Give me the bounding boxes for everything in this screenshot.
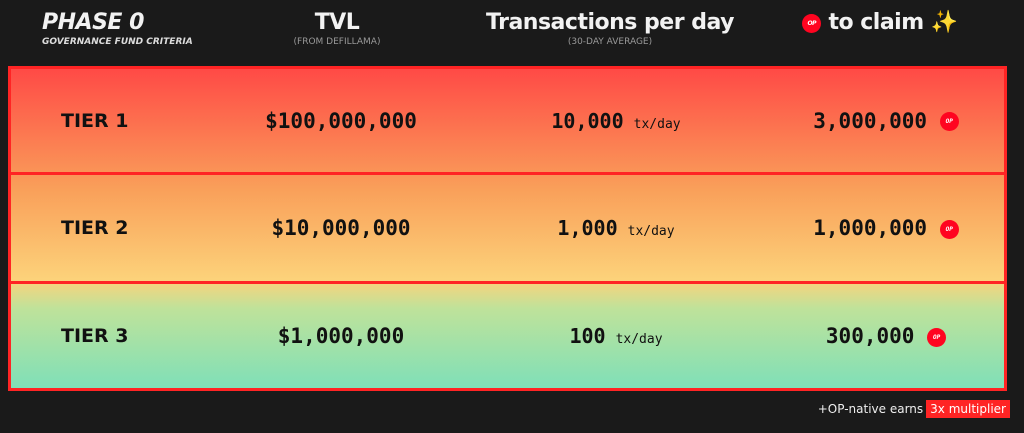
sparkles-icon: ✨ [930,10,958,35]
phase-header: PHASE 0 GOVERNANCE FUND CRITERIA [42,10,193,47]
tx-value: 100 tx/day [569,324,663,348]
tx-subtitle: (30-DAY AVERAGE) [567,37,653,47]
tx-value: 1,000 tx/day [557,216,675,240]
phase-subtitle: GOVERNANCE FUND CRITERIA [42,37,193,47]
footer-text: +OP-native earns [817,402,924,416]
tvl-value: $100,000,000 [265,108,417,133]
table-row: TIER 1 $100,000,000 10,000 tx/day 3,000,0… [11,69,1004,172]
claim-title: to claim [828,10,924,35]
tvl-value: $1,000,000 [277,324,405,348]
table-row: TIER 3 $1,000,000 100 tx/day 300,000 OP [11,284,1004,388]
row-divider [11,281,1004,284]
table-row: TIER 2 $10,000,000 1,000 tx/day 1,000,000… [11,175,1004,281]
tvl-subtitle: (FROM DEFILLAMA) [293,37,381,47]
tier-label: TIER 2 [61,217,129,239]
row-divider [11,172,1004,175]
op-token-icon: OP [802,13,822,33]
tvl-value: $10,000,000 [271,216,411,240]
tvl-title: TVL [314,10,360,35]
claim-value: 3,000,000 OP [756,109,1016,133]
claim-header: OP to claim ✨ [780,10,980,35]
footer-note: +OP-native earns 3x multiplier [817,400,1010,418]
op-token-icon: OP [939,219,959,239]
tier-table: TIER 1 $100,000,000 10,000 tx/day 3,000,0… [8,66,1007,391]
tx-header: Transactions per day (30-DAY AVERAGE) [460,10,760,47]
claim-value: 1,000,000 OP [756,216,1016,240]
tier-label: TIER 3 [61,325,129,347]
tx-title: Transactions per day [486,10,734,35]
claim-value: 300,000 OP [756,324,1016,348]
op-token-icon: OP [939,112,959,131]
phase-title: PHASE 0 [42,10,144,35]
multiplier-badge: 3x multiplier [926,400,1010,418]
tvl-header: TVL (FROM DEFILLAMA) [237,10,437,47]
tx-value: 10,000 tx/day [551,108,681,133]
op-token-icon: OP [927,327,947,347]
tier-label: TIER 1 [61,109,129,132]
